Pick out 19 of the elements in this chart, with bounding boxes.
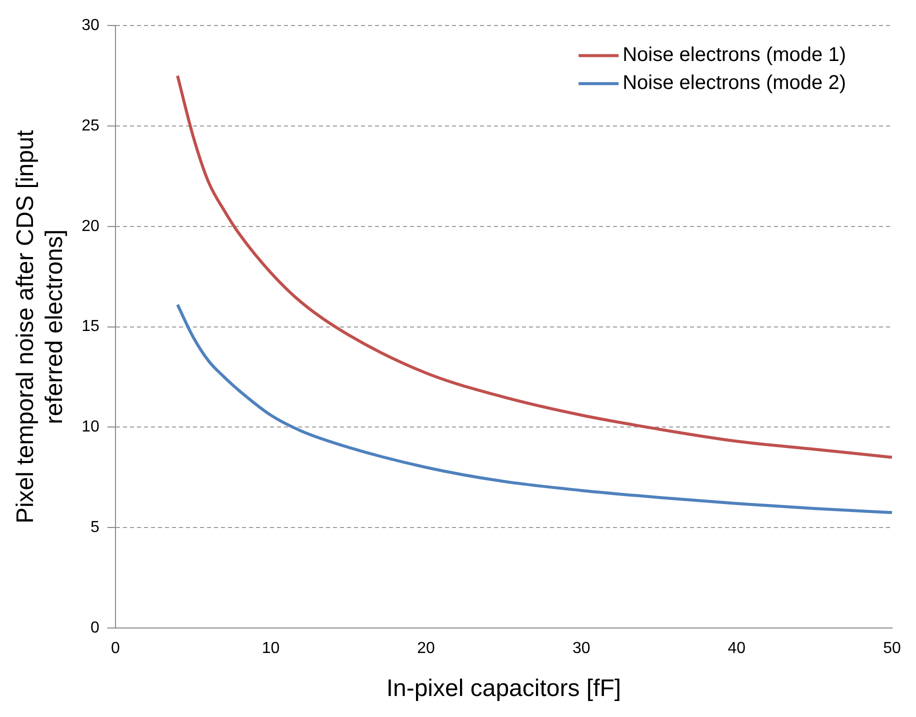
y-tick-label: 10 — [82, 418, 100, 436]
x-tick-label: 50 — [883, 640, 901, 658]
y-axis-title: Pixel temporal noise after CDS [input referred electrons] — [12, 130, 68, 524]
x-tick-label: 10 — [262, 640, 280, 658]
legend-label: Noise electrons (mode 2) — [622, 72, 846, 94]
y-tick-label: 15 — [82, 318, 100, 336]
x-tick-label: 40 — [728, 640, 746, 658]
x-axis-title: In-pixel capacitors [fF] — [386, 675, 622, 702]
x-tick-label: 30 — [572, 640, 590, 658]
y-tick-label: 30 — [82, 17, 100, 34]
y-tick-label: 20 — [82, 218, 100, 235]
x-tick-label: 0 — [110, 640, 120, 658]
y-tick-label: 25 — [82, 117, 100, 134]
y-tick-label: 5 — [90, 519, 100, 536]
legend-label: Noise electrons (mode 1) — [622, 44, 846, 66]
line-series — [176, 303, 892, 514]
line-series — [176, 74, 892, 459]
x-tick-label: 20 — [417, 640, 436, 658]
y-tick-label: 0 — [90, 619, 100, 636]
